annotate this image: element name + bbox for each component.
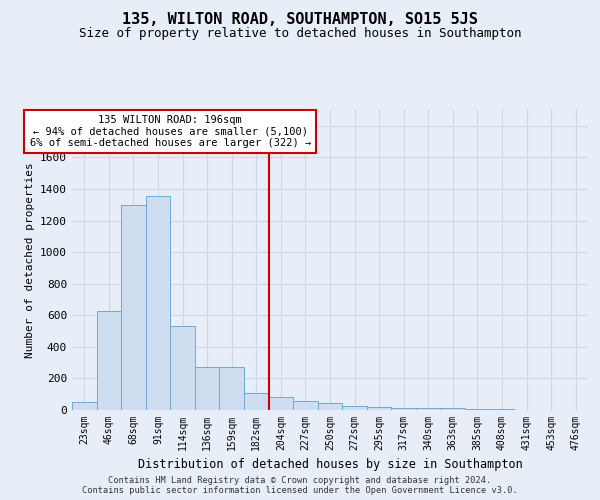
Bar [72,402,97,410]
Text: 135 WILTON ROAD: 196sqm
← 94% of detached houses are smaller (5,100)
6% of semi-: 135 WILTON ROAD: 196sqm ← 94% of detache… [29,114,311,148]
X-axis label: Distribution of detached houses by size in Southampton: Distribution of detached houses by size … [137,458,523,471]
Bar [318,403,342,410]
Bar [220,368,244,410]
Bar [269,398,293,410]
Bar [367,407,391,410]
Bar [146,196,170,410]
Text: 135, WILTON ROAD, SOUTHAMPTON, SO15 5JS: 135, WILTON ROAD, SOUTHAMPTON, SO15 5JS [122,12,478,28]
Y-axis label: Number of detached properties: Number of detached properties [25,162,35,358]
Bar [195,368,220,410]
Bar [170,326,195,410]
Bar [293,402,318,410]
Text: Size of property relative to detached houses in Southampton: Size of property relative to detached ho… [79,28,521,40]
Bar [97,310,121,410]
Bar [244,392,269,410]
Bar [391,408,416,410]
Bar [342,406,367,410]
Bar [416,408,440,410]
Bar [490,409,514,410]
Text: Contains HM Land Registry data © Crown copyright and database right 2024.
Contai: Contains HM Land Registry data © Crown c… [82,476,518,495]
Bar [440,408,465,410]
Bar [121,204,146,410]
Bar [465,408,490,410]
